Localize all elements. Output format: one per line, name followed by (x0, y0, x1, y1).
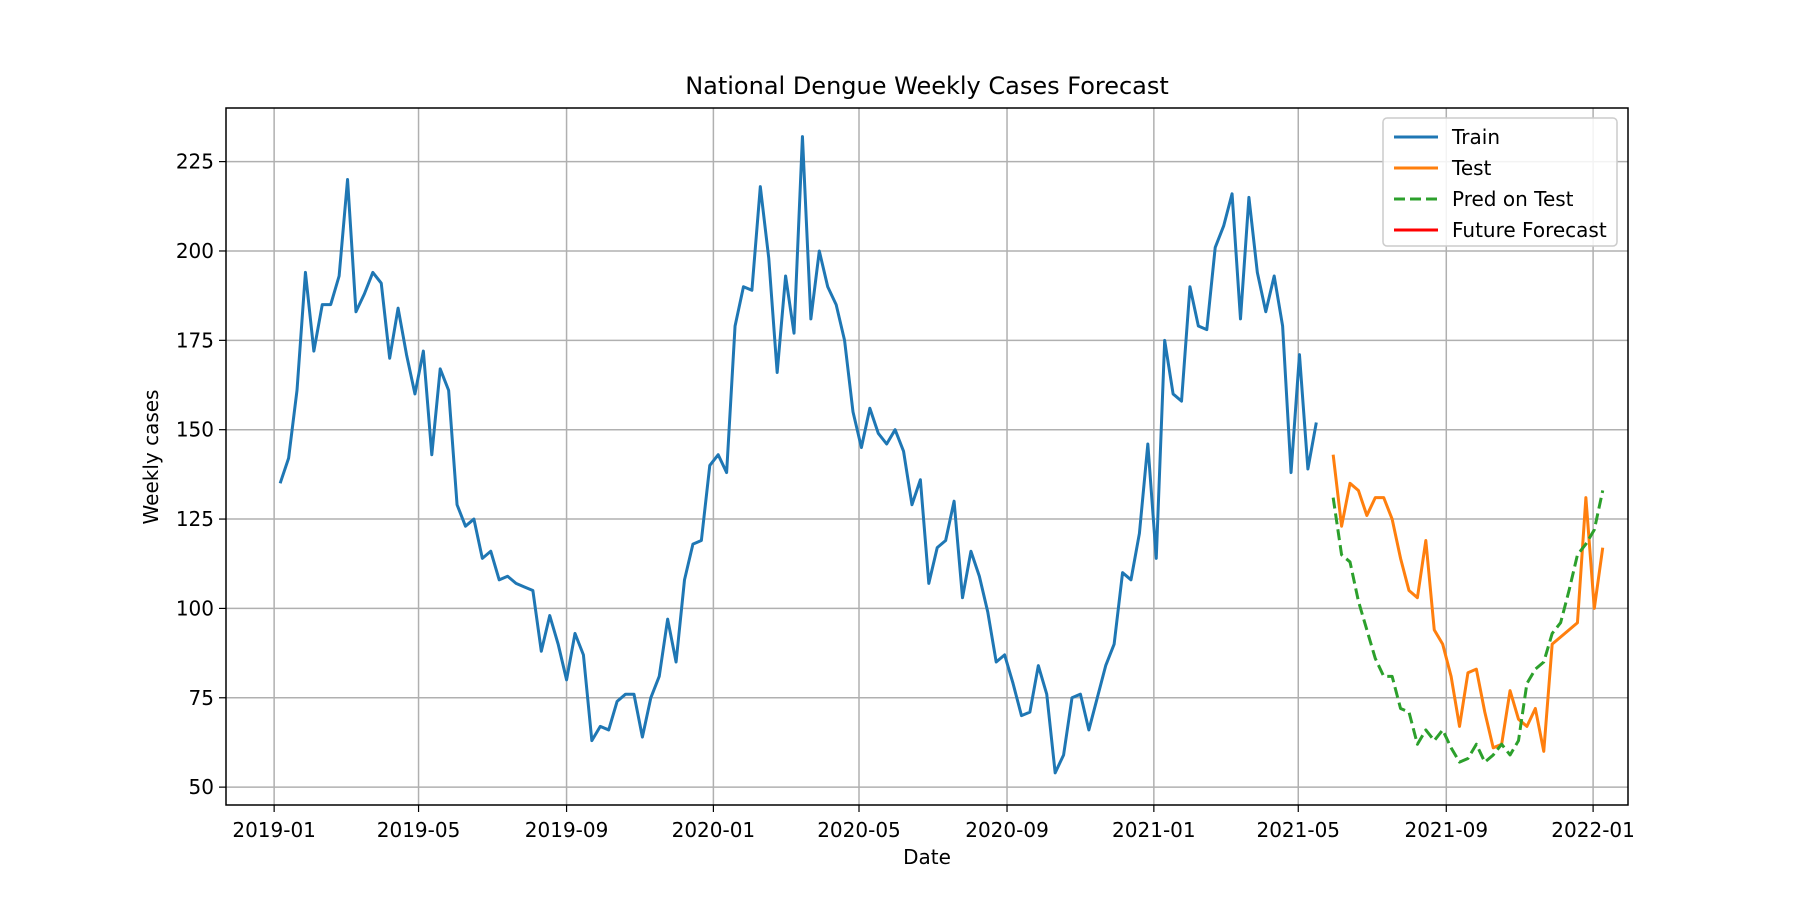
x-tick-label: 2021-01 (1112, 818, 1196, 842)
x-tick-label: 2021-05 (1256, 818, 1340, 842)
x-tick-label: 2019-05 (377, 818, 461, 842)
y-axis-title: Weekly cases (139, 390, 163, 525)
chart-title: National Dengue Weekly Cases Forecast (685, 72, 1169, 100)
x-tick-label: 2020-05 (817, 818, 901, 842)
x-tick-label: 2019-09 (525, 818, 609, 842)
y-tick-label: 125 (176, 507, 214, 531)
x-tick-label: 2019-01 (232, 818, 316, 842)
x-tick-label: 2020-01 (672, 818, 756, 842)
legend-box (1382, 117, 1618, 247)
legend-label-test: Test (1451, 156, 1492, 180)
tick-layer: 2019-01 2019-05 2019-09 2020-01 2020-05 2020-… (176, 150, 1635, 842)
x-tick-label: 2021-09 (1404, 818, 1488, 842)
x-tick-label: 2022-01 (1551, 818, 1635, 842)
y-tick-label: 75 (189, 686, 214, 710)
legend-entries: Train Test Pred on Test Future Forecast (1394, 125, 1607, 242)
legend: Train Test Pred on Test Future Forecast (1382, 117, 1618, 247)
y-tick-label: 50 (189, 775, 214, 799)
series-line-pred-on-test (1331, 490, 1605, 764)
plot-frame (225, 107, 1629, 806)
y-tick-label: 200 (176, 239, 214, 263)
legend-label-pred-on-test: Pred on Test (1452, 187, 1574, 211)
y-tick-label: 225 (176, 150, 214, 174)
series-line-train (278, 135, 1318, 775)
series-layer (278, 135, 1605, 775)
legend-label-train: Train (1451, 125, 1500, 149)
y-tick-label: 100 (176, 596, 214, 620)
x-axis-title: Date (903, 845, 951, 869)
y-tick-label: 150 (176, 418, 214, 442)
x-tick-label: 2020-09 (965, 818, 1049, 842)
y-tick-label: 175 (176, 328, 214, 352)
series-line-test (1331, 454, 1605, 753)
legend-label-future-forecast: Future Forecast (1452, 218, 1607, 242)
